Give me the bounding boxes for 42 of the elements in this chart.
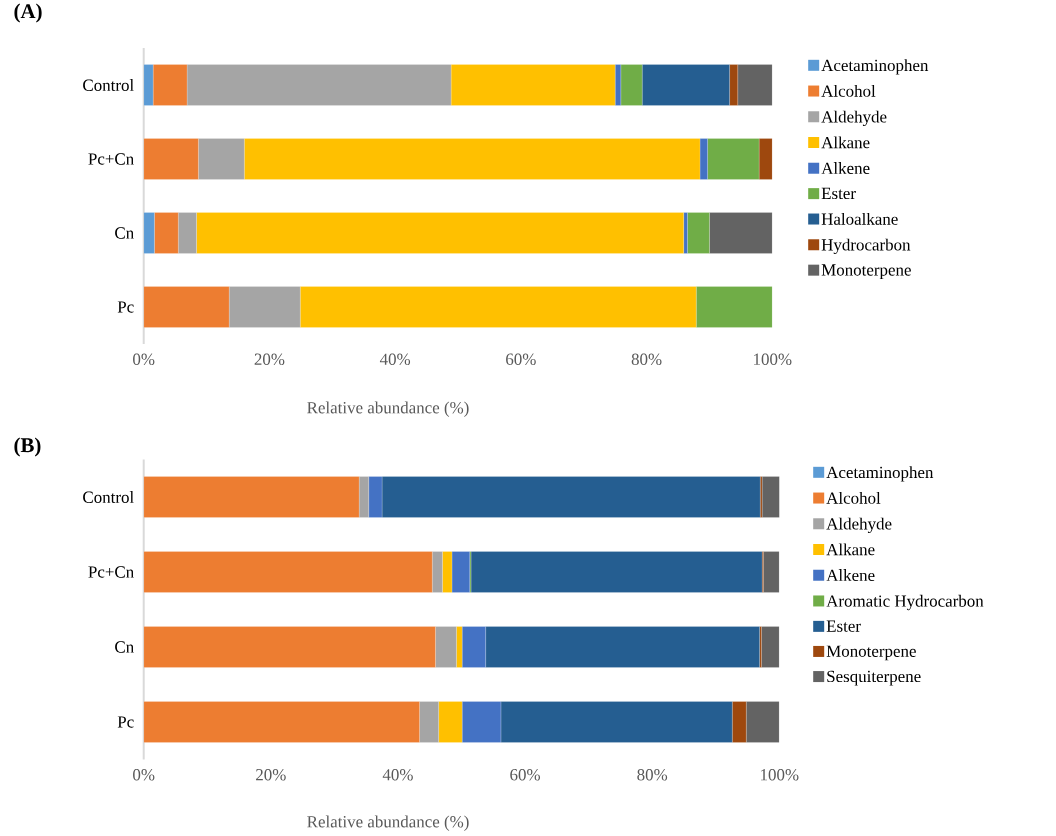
- y-tick-label: Cn: [115, 227, 134, 239]
- legend-label: Sesquiterpene: [827, 670, 921, 686]
- chart-title: (A): [14, 3, 42, 23]
- legend-label: Monoterpene: [826, 645, 916, 661]
- y-tick-label: Cn: [115, 641, 134, 653]
- chart-title: (B): [14, 437, 41, 457]
- x-tick-label: 100%: [754, 353, 792, 366]
- y-tick-label: Control: [83, 79, 134, 91]
- legend-label: Aromatic Hydrocarbon: [826, 594, 984, 611]
- x-tick-label: 20%: [256, 769, 286, 781]
- legend-label: Alcohol: [826, 491, 881, 504]
- legend-label: Ester: [821, 187, 856, 200]
- legend-label: Acetaminophen: [821, 59, 929, 75]
- x-tick-label: 0%: [133, 769, 155, 781]
- legend-label: Alkene: [826, 569, 875, 582]
- legend-label: Ester: [826, 620, 861, 632]
- legend-label: Acetaminophen: [826, 466, 934, 482]
- x-tick-label: 40%: [379, 353, 411, 366]
- x-tick-label: 80%: [637, 769, 668, 781]
- y-tick-label: Pc: [117, 301, 134, 313]
- x-tick-label: 60%: [510, 769, 541, 781]
- legend-label: Monoterpene: [821, 264, 911, 280]
- x-tick-label: 60%: [506, 353, 536, 366]
- legend-label: Alkane: [821, 136, 870, 149]
- legend-label: Hydrocarbon: [821, 238, 911, 255]
- y-tick-label: Pc+Cn: [88, 566, 134, 578]
- legend-label: Haloalkane: [821, 212, 898, 225]
- legend-label: Aldehyde: [821, 110, 887, 127]
- x-tick-label: 100%: [761, 769, 799, 781]
- legend-label: Alcohol: [821, 84, 876, 97]
- legend-label: Alkene: [821, 162, 870, 175]
- y-tick-label: Control: [83, 491, 134, 503]
- legend-label: Aldehyde: [826, 517, 892, 534]
- x-axis-title: Relative abundance (%): [307, 401, 469, 417]
- x-tick-label: 20%: [254, 353, 285, 366]
- legend-label: Alkane: [826, 543, 875, 556]
- x-tick-label: 0%: [133, 353, 155, 366]
- x-tick-label: 80%: [631, 353, 662, 366]
- x-axis-title: Relative abundance (%): [307, 815, 469, 831]
- x-tick-label: 40%: [382, 769, 413, 781]
- y-tick-label: Pc: [117, 716, 134, 728]
- y-tick-label: Pc+Cn: [88, 153, 134, 165]
